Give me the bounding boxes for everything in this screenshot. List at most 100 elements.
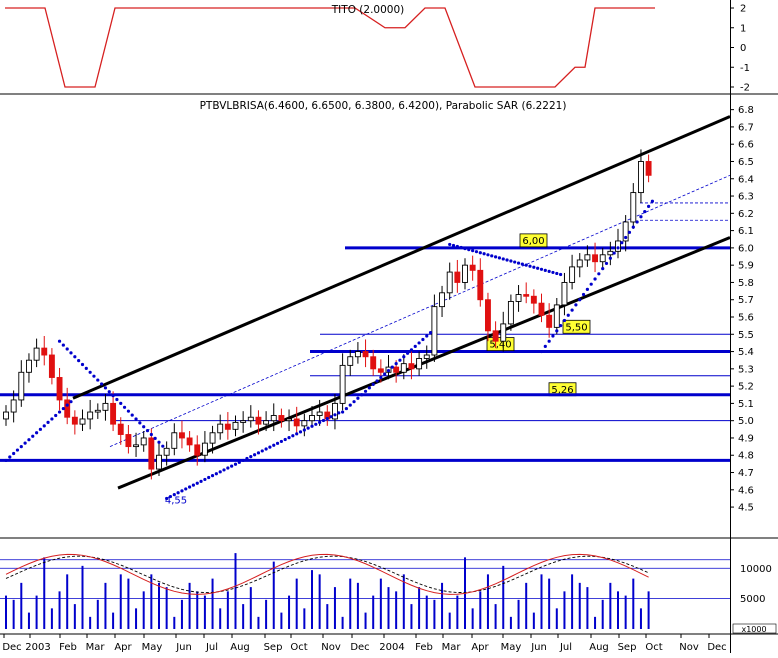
candle-body — [247, 416, 254, 422]
sar-dot — [298, 430, 303, 434]
candle-body — [362, 351, 369, 358]
volume-bar — [234, 553, 237, 629]
sar-dot — [639, 215, 643, 219]
sar-dot — [260, 449, 264, 453]
sar-dot — [524, 263, 528, 267]
sar-dot — [383, 372, 387, 376]
sar-dot — [482, 252, 486, 256]
sar-dot — [547, 269, 551, 273]
candle-body — [477, 269, 484, 301]
price-tick-label: 5.0 — [738, 416, 754, 427]
volume-bar — [257, 616, 260, 629]
candle-body — [347, 356, 354, 366]
volume-bar — [456, 595, 459, 629]
x-tick-label: Oct — [645, 642, 662, 653]
volume-bar — [127, 578, 130, 629]
candle-body — [492, 330, 499, 342]
candle-body — [263, 420, 270, 425]
sar-dot — [253, 453, 257, 457]
volume-bar — [203, 595, 206, 629]
oscillator-signal-line — [5, 555, 649, 594]
volume-bar — [280, 612, 283, 629]
sar-dot — [287, 436, 291, 440]
sar-dot — [77, 359, 81, 363]
sar-dot — [237, 460, 241, 464]
sar-dot — [413, 344, 417, 348]
level-label: 6,00 — [522, 236, 544, 247]
sar-dot — [471, 249, 475, 253]
candle-body — [462, 264, 468, 283]
candle-body — [33, 347, 40, 361]
sar-dot — [616, 246, 620, 250]
sar-dot — [103, 386, 108, 390]
volume-bar — [119, 574, 122, 629]
sar-dot — [398, 358, 402, 362]
price-tick-label: 6.6 — [738, 140, 754, 151]
candle-body — [507, 300, 514, 325]
sar-dot — [547, 339, 551, 343]
sar-dot — [310, 424, 314, 428]
volume-bar — [586, 587, 589, 629]
volume-bar — [471, 608, 474, 629]
indicator-tick-label: -1 — [740, 63, 750, 74]
sar-dot — [581, 292, 586, 297]
price-tick-label: 6.7 — [738, 122, 754, 133]
sar-dot — [302, 428, 306, 432]
volume-bar — [150, 574, 153, 629]
sar-dot — [100, 382, 104, 386]
candle-body — [592, 254, 598, 263]
x-tick-label: 2003 — [25, 642, 50, 653]
sar-dot — [111, 394, 115, 398]
sar-dot — [352, 400, 356, 404]
x-tick-label: Dec — [2, 642, 21, 653]
sar-dot — [195, 481, 199, 485]
candle-body — [48, 354, 55, 378]
volume-bar — [112, 612, 115, 629]
unit-box — [732, 623, 777, 634]
x-tick-label: Jun — [175, 642, 192, 653]
volume-bar — [341, 616, 344, 629]
volume-bar — [548, 578, 551, 629]
sar-dot — [295, 432, 299, 436]
volume-bar — [295, 578, 298, 629]
x-tick-label: 2004 — [379, 642, 404, 653]
sar-dot — [555, 271, 559, 276]
price-tick-label: 6.3 — [738, 192, 754, 203]
x-tick-label: May — [142, 642, 163, 653]
sar-dot — [459, 245, 463, 250]
candle-body — [64, 399, 71, 418]
sar-dot — [348, 403, 352, 407]
sar-dot — [608, 256, 612, 260]
sar-dot — [390, 365, 394, 369]
candle-body — [370, 356, 377, 370]
volume-bar — [632, 578, 635, 629]
sar-dot — [371, 382, 375, 386]
candle-body — [194, 444, 201, 456]
candle-body — [530, 295, 537, 304]
sar-dot — [134, 417, 138, 421]
x-tick-label: Nov — [679, 642, 699, 653]
candle-body — [316, 411, 323, 416]
volume-bar — [448, 612, 451, 629]
indicator-tick-label: 0 — [740, 43, 746, 54]
volume-bar — [563, 591, 566, 629]
candle-body — [607, 250, 614, 256]
candle-body — [286, 418, 292, 422]
volume-bar — [249, 587, 252, 629]
candle-body — [439, 292, 445, 308]
candle-body — [133, 444, 140, 448]
candle-body — [546, 314, 553, 328]
volume-bar — [509, 616, 512, 629]
sar-dot — [268, 445, 272, 449]
price-tick-label: 4.8 — [738, 451, 754, 462]
volume-bar — [158, 582, 160, 629]
candle-body — [71, 416, 78, 425]
sar-dot — [157, 440, 161, 444]
channel-mid — [109, 174, 731, 447]
sar-dot — [279, 439, 283, 444]
channel-upper — [72, 115, 731, 400]
sar-dot — [115, 397, 119, 402]
sar-dot — [486, 253, 490, 257]
volume-bar — [639, 608, 642, 629]
